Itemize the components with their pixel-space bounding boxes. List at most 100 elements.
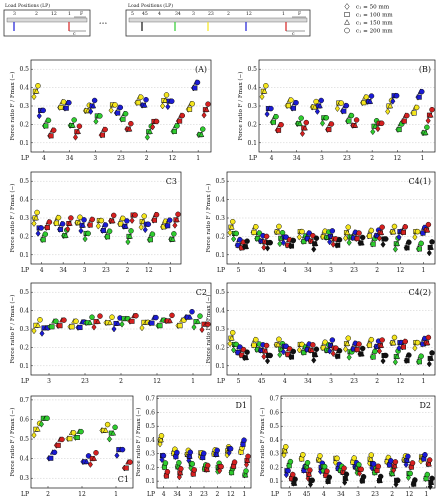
data-point-blue-square xyxy=(115,110,121,116)
data-point-red-circle xyxy=(290,471,296,478)
data-point-green-diamond xyxy=(93,118,99,125)
data-point-red-square xyxy=(354,347,360,353)
x-tick-label: 1 xyxy=(422,267,426,274)
data-point-yellow-circle xyxy=(98,217,105,224)
data-point-blue-circle xyxy=(285,467,291,474)
data-point-yellow-diamond xyxy=(31,220,37,227)
data-point-black-circle xyxy=(267,352,273,359)
data-point-red-circle xyxy=(356,341,362,347)
data-point-green-square xyxy=(370,354,376,360)
schematic-right-lp-3: 4 xyxy=(158,11,161,17)
x-tick-label: 23 xyxy=(200,491,208,498)
data-point-green-square xyxy=(171,128,177,134)
data-point-blue-circle xyxy=(293,99,299,106)
legend-marker-square xyxy=(344,12,350,17)
data-point-green-circle xyxy=(407,470,413,477)
data-point-red-square xyxy=(123,465,129,471)
x-axis-prefix: LP xyxy=(217,267,225,274)
data-point-blue-diamond xyxy=(314,108,320,115)
legend-label-triangle: c₁ = 150 mm xyxy=(356,21,393,27)
data-point-red-diamond xyxy=(201,111,207,119)
data-point-black-triangle xyxy=(358,239,365,246)
data-point-yellow-circle xyxy=(345,224,352,230)
data-point-red-diamond xyxy=(199,326,205,334)
y-tick-label: 0.4 xyxy=(269,437,279,444)
y-tick-label: 0.2 xyxy=(215,344,225,351)
x-tick-label: 2 xyxy=(46,491,50,498)
x-tick-label: 4 xyxy=(40,267,44,274)
data-point-yellow-circle xyxy=(300,452,306,458)
data-point-blue-circle xyxy=(189,308,195,315)
data-point-blue-circle xyxy=(40,107,46,114)
schematic-right-lp-6: 23 xyxy=(208,11,214,17)
data-point-blue-diamond xyxy=(327,238,333,246)
x-tick-label: 45 xyxy=(303,491,311,498)
x-tick-label: 1 xyxy=(168,267,172,274)
data-point-red-circle xyxy=(169,312,175,319)
y-axis-label: Force ratio F / Fmax (−) xyxy=(205,184,212,253)
x-tick-label: 3 xyxy=(83,267,87,274)
data-point-black-circle xyxy=(313,235,320,241)
y-tick-label: 0.4 xyxy=(19,197,29,204)
legend-marker-triangle xyxy=(344,19,350,25)
data-point-yellow-circle xyxy=(73,318,79,325)
header-schematic-left: Load Positions (LP) 3 2 12 1 c F xyxy=(3,2,91,37)
data-point-yellow-circle xyxy=(391,334,398,341)
y-tick-label: 0.4 xyxy=(19,308,29,315)
data-point-red-triangle xyxy=(424,226,431,233)
data-point-red-circle xyxy=(328,121,335,127)
data-point-green-circle xyxy=(112,424,118,431)
data-point-red-circle xyxy=(353,117,360,123)
x-tick-label: 34 xyxy=(59,267,67,274)
x-tick-label: 34 xyxy=(66,155,74,162)
data-point-blue-square xyxy=(165,223,171,229)
data-point-red-circle xyxy=(218,463,224,470)
data-point-red-square xyxy=(326,127,332,133)
data-point-red-circle xyxy=(89,216,96,223)
data-point-yellow-circle xyxy=(158,433,165,439)
data-point-red-circle xyxy=(379,337,385,343)
data-point-yellow-circle xyxy=(351,455,357,461)
data-point-blue-diamond xyxy=(403,461,409,469)
data-point-green-diamond xyxy=(346,353,352,361)
data-point-blue-circle xyxy=(81,217,87,223)
schematic-right-frame xyxy=(125,9,311,37)
data-point-black-square xyxy=(404,358,410,364)
x-axis-prefix: LP xyxy=(21,378,29,385)
data-point-red-triangle xyxy=(427,111,434,118)
data-point-black-circle xyxy=(336,236,343,243)
data-point-yellow-circle xyxy=(229,218,236,225)
data-point-yellow-circle xyxy=(263,83,269,89)
data-point-yellow-square xyxy=(118,221,124,227)
data-point-yellow-square xyxy=(177,323,183,329)
data-point-yellow-circle xyxy=(35,83,41,89)
y-tick-label: 0.4 xyxy=(145,437,155,444)
x-tick-label: 4 xyxy=(283,378,287,385)
x-tick-label: 23 xyxy=(117,155,125,162)
y-tick-label: 0.5 xyxy=(269,423,279,430)
data-point-yellow-diamond xyxy=(31,327,37,335)
data-point-yellow-diamond xyxy=(334,105,340,112)
data-point-red-triangle xyxy=(244,457,251,463)
data-point-black-diamond xyxy=(427,483,433,491)
data-point-green-square xyxy=(120,116,126,122)
y-tick-label: 0.3 xyxy=(215,215,225,222)
data-point-red-circle xyxy=(378,120,385,127)
data-point-yellow-diamond xyxy=(157,440,163,448)
data-point-yellow-square xyxy=(135,100,141,106)
data-point-black-circle xyxy=(359,234,366,241)
data-point-red-diamond xyxy=(330,350,336,358)
data-point-red-circle xyxy=(404,112,410,119)
data-point-green-triangle xyxy=(394,240,401,247)
data-point-green-square xyxy=(416,359,422,365)
data-point-green-diamond xyxy=(82,235,88,243)
data-point-yellow-circle xyxy=(368,227,375,234)
data-point-yellow-circle xyxy=(253,224,259,230)
data-point-green-circle xyxy=(45,117,52,124)
data-point-black-circle xyxy=(326,474,333,481)
x-tick-label: 23 xyxy=(350,378,358,385)
data-point-red-circle xyxy=(61,317,67,323)
data-point-yellow-triangle xyxy=(35,322,41,328)
data-point-black-diamond xyxy=(311,245,317,253)
